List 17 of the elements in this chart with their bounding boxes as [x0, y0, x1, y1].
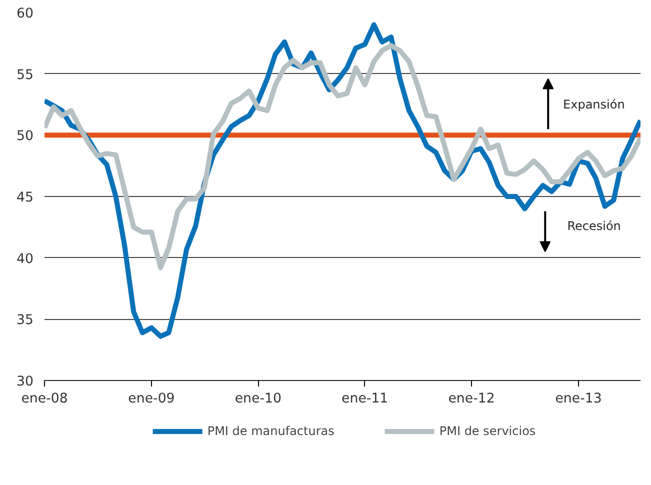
y-tick-label: 45 [16, 190, 34, 206]
y-tick-label: 50 [16, 129, 34, 144]
x-tick-label: ene-10 [234, 392, 282, 406]
annotation: Recesión [567, 218, 621, 233]
x-tick-label: ene-12 [448, 392, 495, 406]
x-tick-label: ene-13 [555, 392, 602, 406]
y-tick-label: 55 [16, 68, 34, 83]
annotation: Expansión [563, 98, 625, 112]
y-tick-label: 60 [16, 6, 34, 22]
legend-label: PMI de servicios [439, 424, 536, 438]
y-tick-label: 40 [16, 252, 34, 267]
x-tick-label: ene-11 [342, 392, 388, 406]
y-tick-label: 35 [16, 313, 34, 328]
x-tick-label: ene-09 [128, 392, 175, 406]
legend-label: PMI de manufacturas [207, 424, 334, 438]
y-tick-label: 30 [16, 374, 34, 390]
x-tick-label: ene-08 [21, 392, 68, 406]
